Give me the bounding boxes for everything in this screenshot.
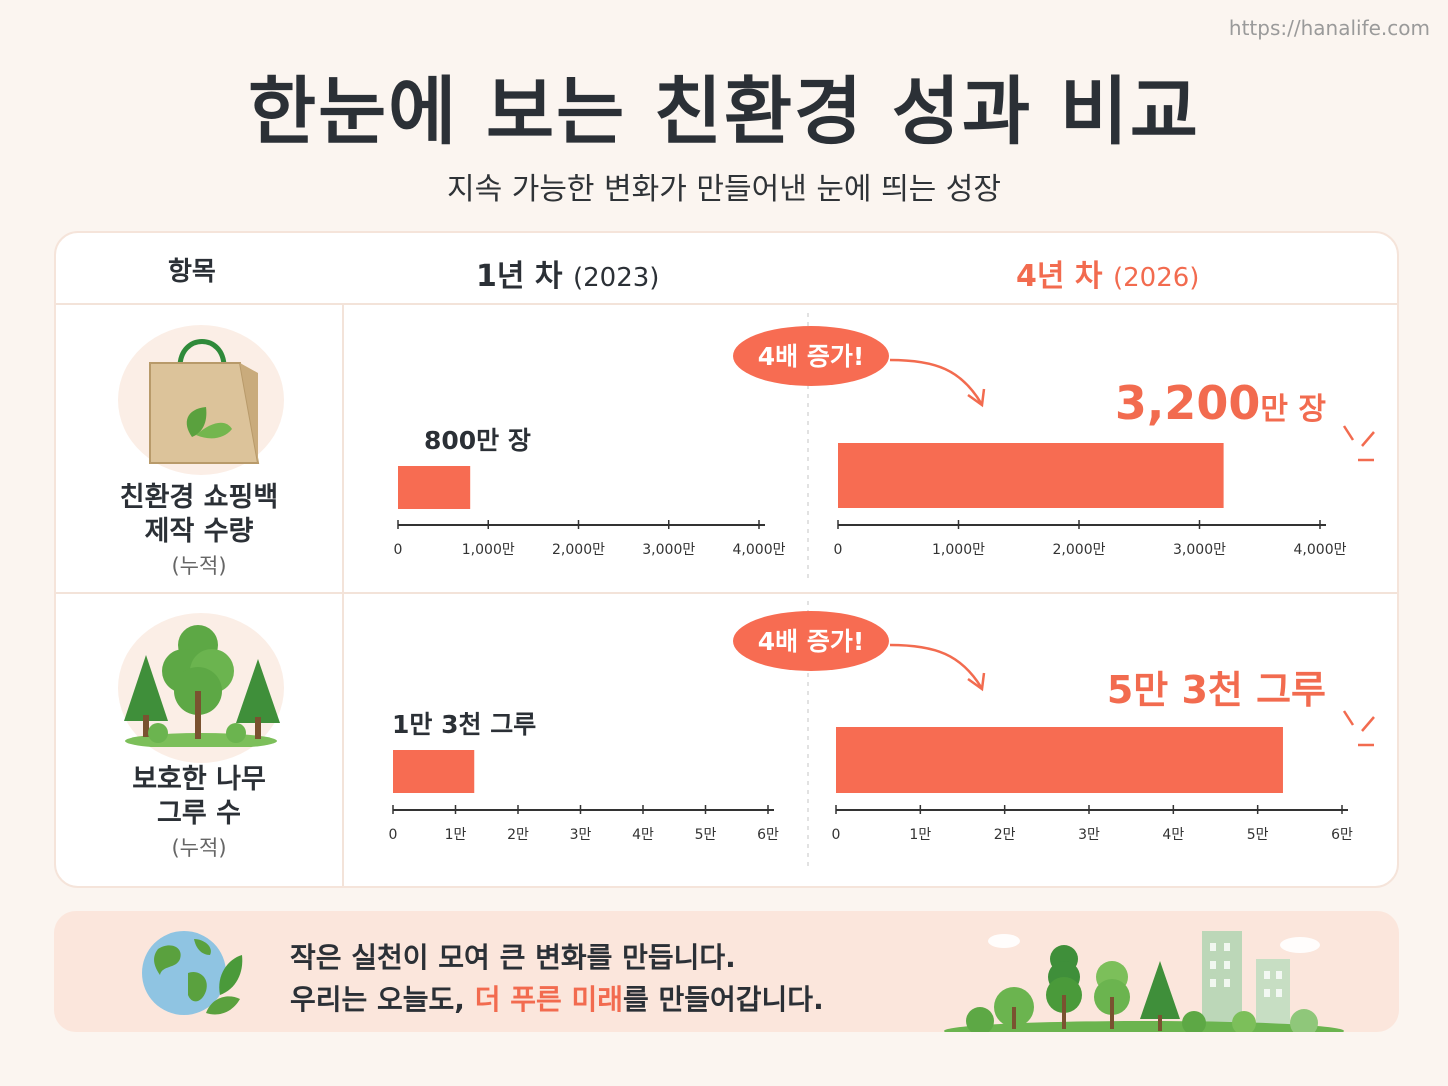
year1-value-label: 1만 3천 그루 — [392, 710, 536, 739]
x-tick-label: 5만 — [695, 827, 717, 843]
header-year4-label: 4년 차 — [1016, 259, 1103, 294]
x-tick-label: 4,000만 — [1294, 542, 1347, 558]
x-tick-label: 3,000만 — [642, 542, 695, 558]
x-tick-label: 3,000만 — [1173, 542, 1226, 558]
growth-arrow — [889, 643, 983, 688]
footer-banner: 작은 실천이 모여 큰 변화를 만듭니다. 우리는 오늘도, 더 푸른 미래를 … — [54, 911, 1399, 1032]
growth-badge-label: 4배 증가! — [758, 627, 865, 656]
growth-badge — [733, 326, 889, 386]
x-tick-label: 4만 — [632, 827, 654, 843]
growth-arrow-head — [967, 672, 986, 692]
spark-line — [1342, 710, 1355, 726]
row2-label-line1: 보호한 나무 — [132, 764, 266, 795]
x-tick-label: 1만 — [909, 827, 931, 843]
x-tick-label: 3만 — [1078, 827, 1100, 843]
site-url[interactable]: https://hanalife.com — [1228, 16, 1430, 40]
row1-label-line1: 친환경 쇼핑백 — [119, 482, 279, 513]
x-tick-label: 4만 — [1162, 827, 1184, 843]
bar-charts: 0 1,000만 2,000만 3,000만 4,000만 0 1,000만 2,000만 3,… — [389, 313, 1375, 868]
header-year1-label: 1년 차 — [476, 259, 563, 294]
row2-label-line2: 그루 수 — [157, 798, 241, 829]
row-divider — [56, 592, 1397, 594]
row2-label-note: (누적) — [171, 836, 227, 860]
growth-badge — [733, 611, 889, 671]
row1-label-note: (누적) — [171, 554, 227, 578]
x-tick-label: 2만 — [994, 827, 1016, 843]
year1-value-label: 800만 장 — [424, 426, 531, 455]
row1-label: 친환경 쇼핑백 제작 수량 (누적) — [56, 481, 342, 583]
data-bar — [398, 466, 471, 509]
trees-icon — [124, 625, 280, 747]
shopping-bag-icon — [149, 339, 260, 464]
data-bar — [393, 750, 475, 793]
footer-line2-highlight: 더 푸른 미래 — [474, 983, 623, 1016]
x-tick-label: 2,000만 — [1053, 542, 1106, 558]
x-tick-label: 0 — [832, 827, 841, 843]
page-subtitle: 지속 가능한 변화가 만들어낸 눈에 띄는 성장 — [446, 172, 1002, 207]
x-tick-label: 1,000만 — [932, 542, 985, 558]
header-year1-year: (2023) — [572, 263, 660, 293]
growth-badge-label: 4배 증가! — [758, 342, 865, 371]
column-divider — [342, 303, 344, 886]
x-tick-label: 0 — [834, 542, 843, 558]
x-tick-label: 5만 — [1247, 827, 1269, 843]
page-title: 한눈에 보는 친환경 성과 비교 — [247, 69, 1200, 155]
header-year4: 4년 차 (2026) — [1016, 251, 1199, 295]
header-item: 항목 — [168, 257, 216, 287]
spark-line — [1361, 716, 1375, 732]
row1-label-line2: 제작 수량 — [144, 516, 254, 547]
spark-line — [1342, 425, 1355, 441]
comparison-table: 항목 1년 차 (2023) 4년 차 (2026) 친환경 쇼핑백 제작 수량… — [54, 231, 1399, 888]
growth-arrow — [889, 358, 983, 404]
footer-line1: 작은 실천이 모여 큰 변화를 만듭니다. — [290, 941, 736, 974]
row2-label: 보호한 나무 그루 수 (누적) — [56, 763, 342, 865]
spark-line — [1361, 431, 1375, 447]
x-tick-label: 1만 — [445, 827, 467, 843]
header-year4-year: (2026) — [1112, 263, 1200, 293]
footer-line2-pre: 우리는 오늘도, — [290, 983, 475, 1016]
x-tick-label: 1,000만 — [462, 542, 515, 558]
globe-leaf-icon — [142, 931, 243, 1015]
x-tick-label: 3만 — [570, 827, 592, 843]
forest-city-icon — [944, 931, 1344, 1032]
year4-value-label: 3,200만 장 — [1115, 376, 1327, 430]
x-tick-label: 6만 — [757, 827, 779, 843]
x-tick-label: 2,000만 — [552, 542, 605, 558]
header-divider — [56, 303, 1397, 305]
year4-value-label: 5만 3천 그루 — [1107, 668, 1326, 712]
footer-message: 작은 실천이 모여 큰 변화를 만듭니다. 우리는 오늘도, 더 푸른 미래를 … — [290, 937, 824, 1021]
header-year1: 1년 차 (2023) — [476, 251, 659, 295]
footer-line2: 우리는 오늘도, 더 푸른 미래를 만들어갑니다. — [290, 979, 824, 1021]
x-tick-label: 0 — [394, 542, 403, 558]
x-tick-label: 4,000만 — [733, 542, 786, 558]
growth-arrow-head — [967, 388, 986, 408]
x-tick-label: 0 — [389, 827, 398, 843]
x-tick-label: 6만 — [1331, 827, 1353, 843]
data-bar — [838, 443, 1224, 508]
x-tick-label: 2만 — [507, 827, 529, 843]
data-bar — [836, 727, 1283, 793]
footer-line2-post: 를 만들어갑니다. — [623, 983, 824, 1016]
